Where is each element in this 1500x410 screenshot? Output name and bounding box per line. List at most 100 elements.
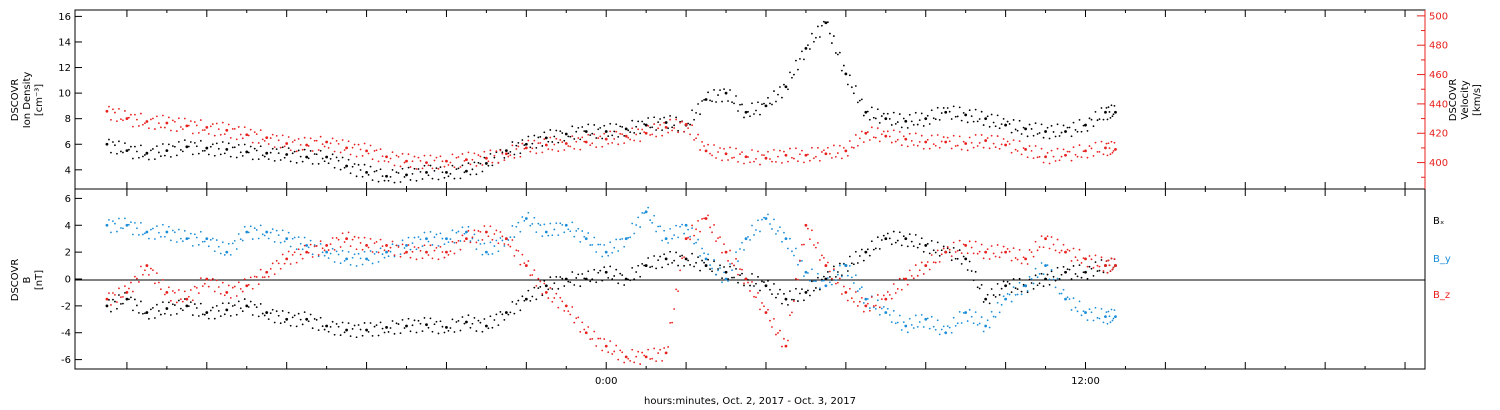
velocity-trace-dot bbox=[1038, 155, 1041, 158]
bz-trace-dot bbox=[339, 246, 342, 248]
bx-trace-dot bbox=[331, 320, 334, 323]
velocity-trace-dot bbox=[159, 126, 162, 129]
velocity-trace-dot bbox=[950, 147, 953, 150]
by-trace-dot bbox=[1050, 269, 1053, 271]
by-trace-dot bbox=[1008, 293, 1011, 296]
bx-trace-dot bbox=[1018, 277, 1021, 280]
by-trace-dot bbox=[553, 228, 556, 231]
by-trace-dot bbox=[1056, 277, 1059, 280]
bz-trace-dot bbox=[611, 353, 614, 355]
bx-trace-dot bbox=[323, 328, 326, 331]
velocity-y-tick-label: 480 bbox=[1429, 41, 1448, 52]
bz-trace-dot bbox=[333, 248, 336, 251]
ion-density-trace-dot bbox=[257, 158, 260, 161]
velocity-trace-dot bbox=[769, 158, 771, 160]
bx-trace-dot bbox=[769, 288, 771, 291]
ion-density-trace-dot bbox=[820, 24, 823, 27]
bz-trace-dot bbox=[243, 278, 246, 281]
ion-density-trace-dot bbox=[471, 168, 474, 171]
ion-density-trace-dot bbox=[769, 102, 771, 105]
bx-trace-dot bbox=[563, 285, 566, 287]
bz-trace-dot bbox=[435, 246, 438, 249]
bz-trace-dot bbox=[661, 359, 664, 362]
bx-trace-dot bbox=[479, 321, 482, 324]
velocity-trace-dot bbox=[809, 159, 811, 162]
bx-trace-dot bbox=[900, 244, 903, 247]
by-trace-dot bbox=[707, 253, 709, 256]
velocity-trace-dot bbox=[469, 163, 472, 166]
bz-trace-dot bbox=[1006, 247, 1009, 250]
bx-trace-dot bbox=[140, 300, 142, 303]
ion-density-trace-dot bbox=[277, 152, 280, 155]
bz-trace-dot bbox=[980, 243, 983, 246]
velocity-trace-dot bbox=[789, 147, 791, 150]
by-trace-dot bbox=[838, 264, 841, 267]
velocity-trace-dot bbox=[191, 132, 194, 135]
bz-trace-dot bbox=[635, 355, 638, 358]
bz-trace-dot bbox=[647, 348, 650, 351]
by-trace-dot bbox=[717, 269, 719, 272]
bx-trace-dot bbox=[1040, 272, 1043, 275]
bz-trace-dot bbox=[952, 241, 955, 244]
bz-trace-dot bbox=[597, 337, 600, 340]
bx-trace-dot bbox=[934, 251, 937, 254]
velocity-trace-dot bbox=[341, 139, 344, 141]
by-trace-dot bbox=[842, 263, 845, 266]
velocity-trace-dot bbox=[573, 148, 576, 150]
velocity-trace-dot bbox=[411, 160, 414, 163]
bx-trace-dot bbox=[271, 308, 274, 311]
ion-density-point bbox=[584, 130, 588, 133]
bx-trace-dot bbox=[261, 312, 264, 315]
bx-trace-dot bbox=[755, 282, 757, 285]
ion-density-trace-dot bbox=[431, 177, 434, 180]
bz-trace-dot bbox=[359, 242, 362, 244]
ion-density-point bbox=[225, 147, 229, 151]
ion-density-trace-dot bbox=[351, 165, 354, 168]
ion-density-trace-dot bbox=[1110, 104, 1113, 107]
bx-trace-dot bbox=[437, 332, 440, 335]
ion-density-trace-dot bbox=[335, 156, 338, 159]
by-trace-dot bbox=[495, 239, 498, 242]
by-trace-dot bbox=[1109, 321, 1112, 324]
bx-trace-dot bbox=[553, 282, 556, 285]
bx-trace-dot bbox=[910, 240, 913, 243]
bz-trace-dot bbox=[619, 349, 622, 352]
bx-trace-dot bbox=[972, 279, 975, 282]
bz-point bbox=[405, 250, 408, 254]
bz-trace-dot bbox=[335, 237, 338, 239]
bz-trace-dot bbox=[930, 254, 933, 256]
velocity-point bbox=[664, 125, 668, 129]
bz-trace-dot bbox=[709, 226, 711, 229]
bx-trace-dot bbox=[141, 312, 144, 315]
velocity-trace-dot bbox=[381, 155, 384, 158]
velocity-point bbox=[844, 149, 848, 153]
by-trace-dot bbox=[381, 253, 384, 256]
bx-trace-dot bbox=[207, 317, 210, 320]
by-trace-dot bbox=[960, 322, 963, 324]
bz-trace-dot bbox=[1026, 263, 1029, 265]
velocity-trace-dot bbox=[415, 168, 418, 170]
velocity-trace-dot bbox=[675, 118, 678, 121]
bz-trace-dot bbox=[876, 294, 879, 296]
bx-point bbox=[385, 325, 388, 329]
by-trace-dot bbox=[653, 214, 656, 217]
by-trace-dot bbox=[130, 221, 132, 224]
by-trace-dot bbox=[1080, 314, 1083, 317]
velocity-point bbox=[544, 143, 548, 147]
ion-density-trace-dot bbox=[567, 135, 570, 138]
ion-density-point bbox=[265, 151, 269, 155]
bx-trace-dot bbox=[251, 314, 254, 316]
by-trace-dot bbox=[551, 234, 554, 237]
bx-trace-dot bbox=[559, 276, 562, 278]
bx-trace-dot bbox=[193, 303, 196, 305]
ion-density-trace-dot bbox=[191, 153, 194, 156]
bx-trace-dot bbox=[906, 245, 909, 248]
bz-point bbox=[664, 351, 668, 355]
bz-trace-dot bbox=[251, 287, 254, 290]
bz-trace-dot bbox=[277, 262, 280, 265]
bz-point bbox=[904, 277, 908, 281]
bx-trace-dot bbox=[575, 277, 578, 279]
velocity-trace-dot bbox=[373, 150, 376, 152]
bx-point bbox=[185, 304, 189, 308]
by-trace-dot bbox=[463, 232, 466, 235]
